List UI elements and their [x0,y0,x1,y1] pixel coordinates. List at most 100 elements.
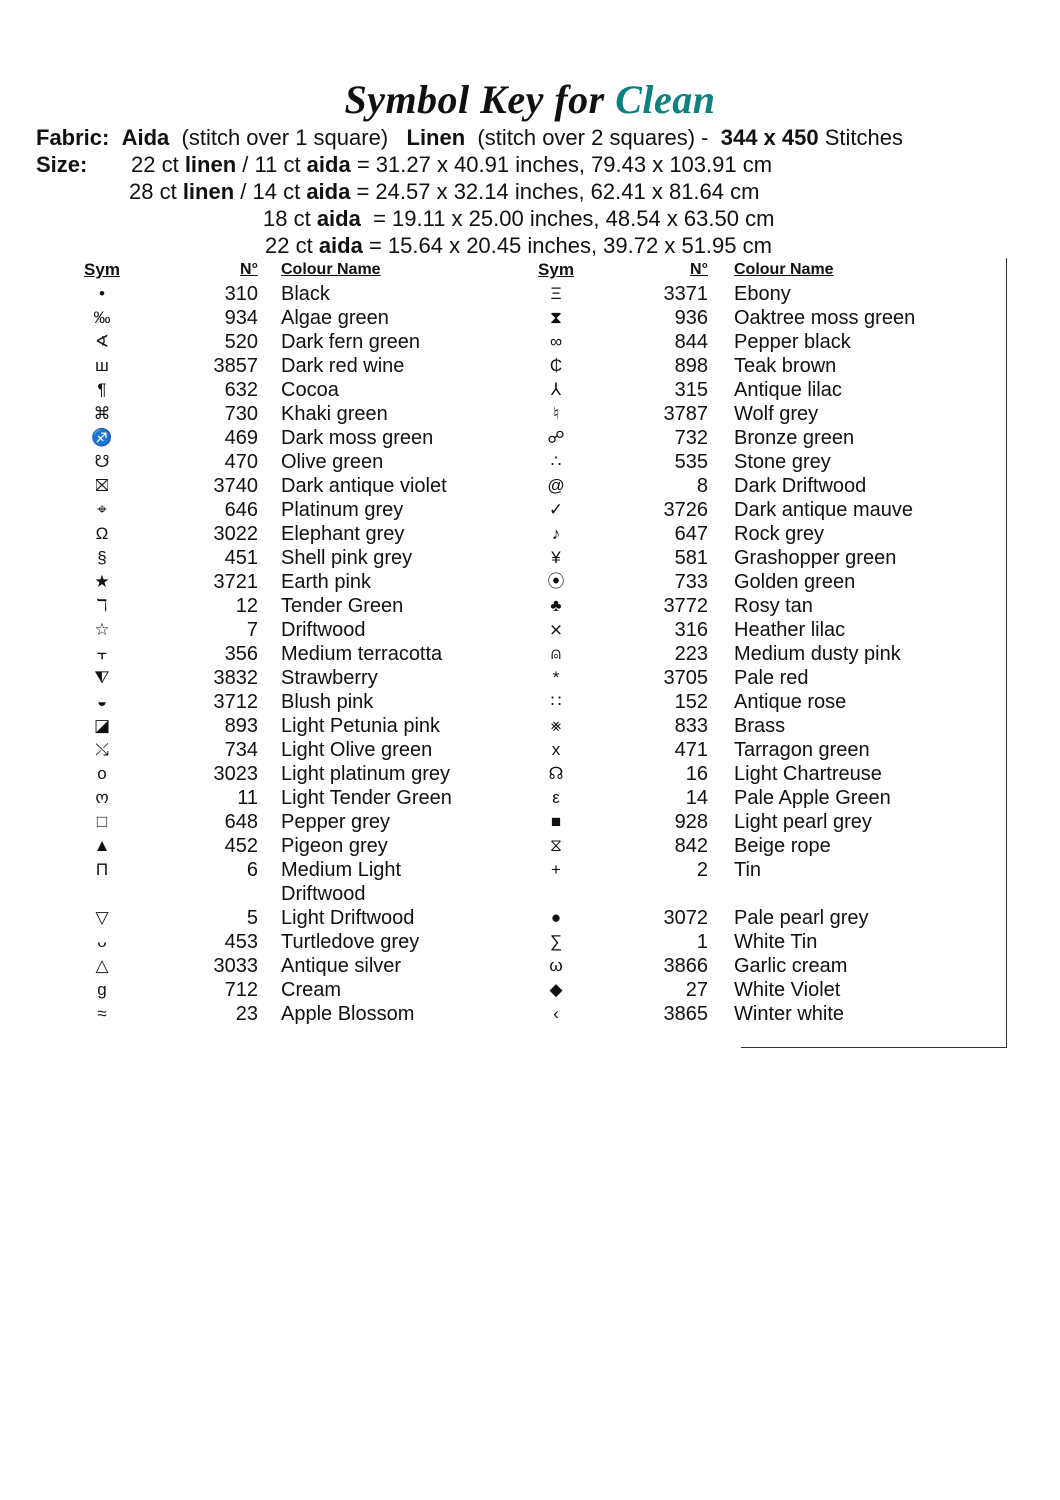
thread-number: 535 [674,451,708,473]
thread-number: 936 [674,307,708,329]
thread-number: 316 [674,619,708,641]
thread-number: 7 [246,619,258,641]
colour-name: Dark Driftwood [734,475,867,497]
thread-number: 471 [674,739,708,761]
symbol-glyph: ⨳ [550,716,562,735]
size-label: Size: [36,152,88,177]
symbol-glyph: △ [95,956,109,975]
colour-name: Medium Light Driftwood [281,859,402,905]
symbol-glyph: □ [96,812,108,831]
colour-name: Oaktree moss green [734,307,916,329]
thread-number: 452 [224,835,258,857]
symbol-glyph: ᴗ [97,932,107,951]
thread-number: 451 [224,547,258,569]
stitch-count: 344 x 450 [720,125,819,150]
symbol-glyph: ☍ [547,428,565,447]
thread-number: 898 [674,355,708,377]
thread-number: 1 [696,931,708,953]
colour-name: Beige rope [734,835,831,857]
symbol-glyph: ⍝ [550,644,562,663]
aida-note: (stitch over 1 square) [181,125,389,150]
colour-name: Rock grey [734,523,825,545]
thread-number: 470 [224,451,258,473]
symbol-glyph: ★ [94,572,110,591]
size-line-part: = 19.11 x 25.00 inches, 48.54 x 63.50 cm [360,206,775,231]
colour-name: Antique rose [734,691,847,713]
thread-number: 3371 [663,283,709,305]
colour-name: Rosy tan [734,595,813,617]
size-line-part: = 31.27 x 40.91 inches, 79.43 x 103.91 c… [350,152,773,177]
colour-name: Light Chartreuse [734,763,882,785]
thread-number: 934 [224,307,258,329]
colour-name: Blush pink [281,691,374,713]
header-colour-name-right: Colour Name [734,261,834,278]
symbol-glyph: ⨯ [548,620,564,639]
size-line-part: = 15.64 x 20.45 inches, 39.72 x 51.95 cm [362,233,772,258]
colour-name: Khaki green [281,403,388,425]
thread-number: 2 [696,859,708,881]
size-line: 22 ct aida = 15.64 x 20.45 inches, 39.72… [265,233,772,259]
colour-name: Teak brown [734,355,837,377]
symbol-glyph: ⫟ [96,644,108,663]
header-sym: Sym [84,260,120,279]
symbol-glyph: ш [95,356,109,375]
symbol-glyph: ▲ [93,836,111,855]
symbol-glyph: ⛝ [95,476,109,495]
thread-number: 833 [674,715,708,737]
header-colour-name: Colour Name [281,261,381,278]
fabric-linen: Linen [406,125,466,150]
thread-number: 152 [674,691,708,713]
colour-name: Brass [734,715,786,737]
thread-number: 12 [235,595,258,617]
symbol-glyph: Ξ [550,284,562,303]
fabric-aida: Aida [121,125,170,150]
symbol-glyph: ✓ [548,500,564,519]
symbol-glyph: ∷ [550,692,562,711]
symbol-glyph: ⧗ [550,308,562,327]
size-line-part: linen [184,152,237,177]
header-number-right: N° [690,261,708,278]
thread-number: 733 [674,571,708,593]
thread-number: 356 [224,643,258,665]
fabric-line: Fabric: Aida (stitch over 1 square) Line… [36,125,903,151]
colour-name: Olive green [281,451,384,473]
symbol-glyph: Π [95,860,109,879]
colour-name: Pale red [734,667,809,689]
thread-number: 223 [674,643,708,665]
symbol-glyph: ‹ [553,1004,559,1023]
colour-name: Golden green [734,571,856,593]
thread-number: 3072 [663,907,709,929]
symbol-glyph: ⤯ [95,740,109,759]
thread-number: 3712 [213,691,259,713]
colour-name: Pale Apple Green [734,787,891,809]
size-line-part: aida [306,152,351,177]
thread-number: 3772 [663,595,709,617]
colour-name: Earth pink [281,571,372,593]
size-line-part: 22 ct [131,152,185,177]
symbol-glyph: ⧨ [94,668,110,687]
symbol-glyph: ₵ [549,356,563,375]
thread-number: 16 [685,763,708,785]
symbol-glyph: Ω [95,524,109,543]
symbol-glyph: ◆ [549,980,563,999]
symbol-glyph: ♣ [550,596,562,615]
thread-number: 647 [674,523,708,545]
thread-number: 3726 [663,499,709,521]
symbol-glyph: ♮ [552,404,560,423]
symbol-glyph: ¥ [551,548,561,567]
thread-number: 893 [224,715,258,737]
symbol-glyph: ⧖ [550,836,562,855]
symbol-glyph: ☆ [94,620,110,639]
symbol-glyph: o [97,764,107,783]
thread-number: 3705 [663,667,709,689]
size-line-part: aida [318,233,363,258]
colour-name: Apple Blossom [281,1003,415,1025]
colour-name: Platinum grey [281,499,404,521]
colour-name: Antique silver [281,955,402,977]
symbol-key-table: Sym N° Colour Name Sym N° Colour Name • 3… [70,258,958,1026]
symbol-glyph: ⅄ [550,380,562,399]
colour-name: White Violet [734,979,841,1001]
fabric-label: Fabric: [36,125,110,150]
colour-name: Bronze green [734,427,855,449]
thread-number: 646 [224,499,258,521]
